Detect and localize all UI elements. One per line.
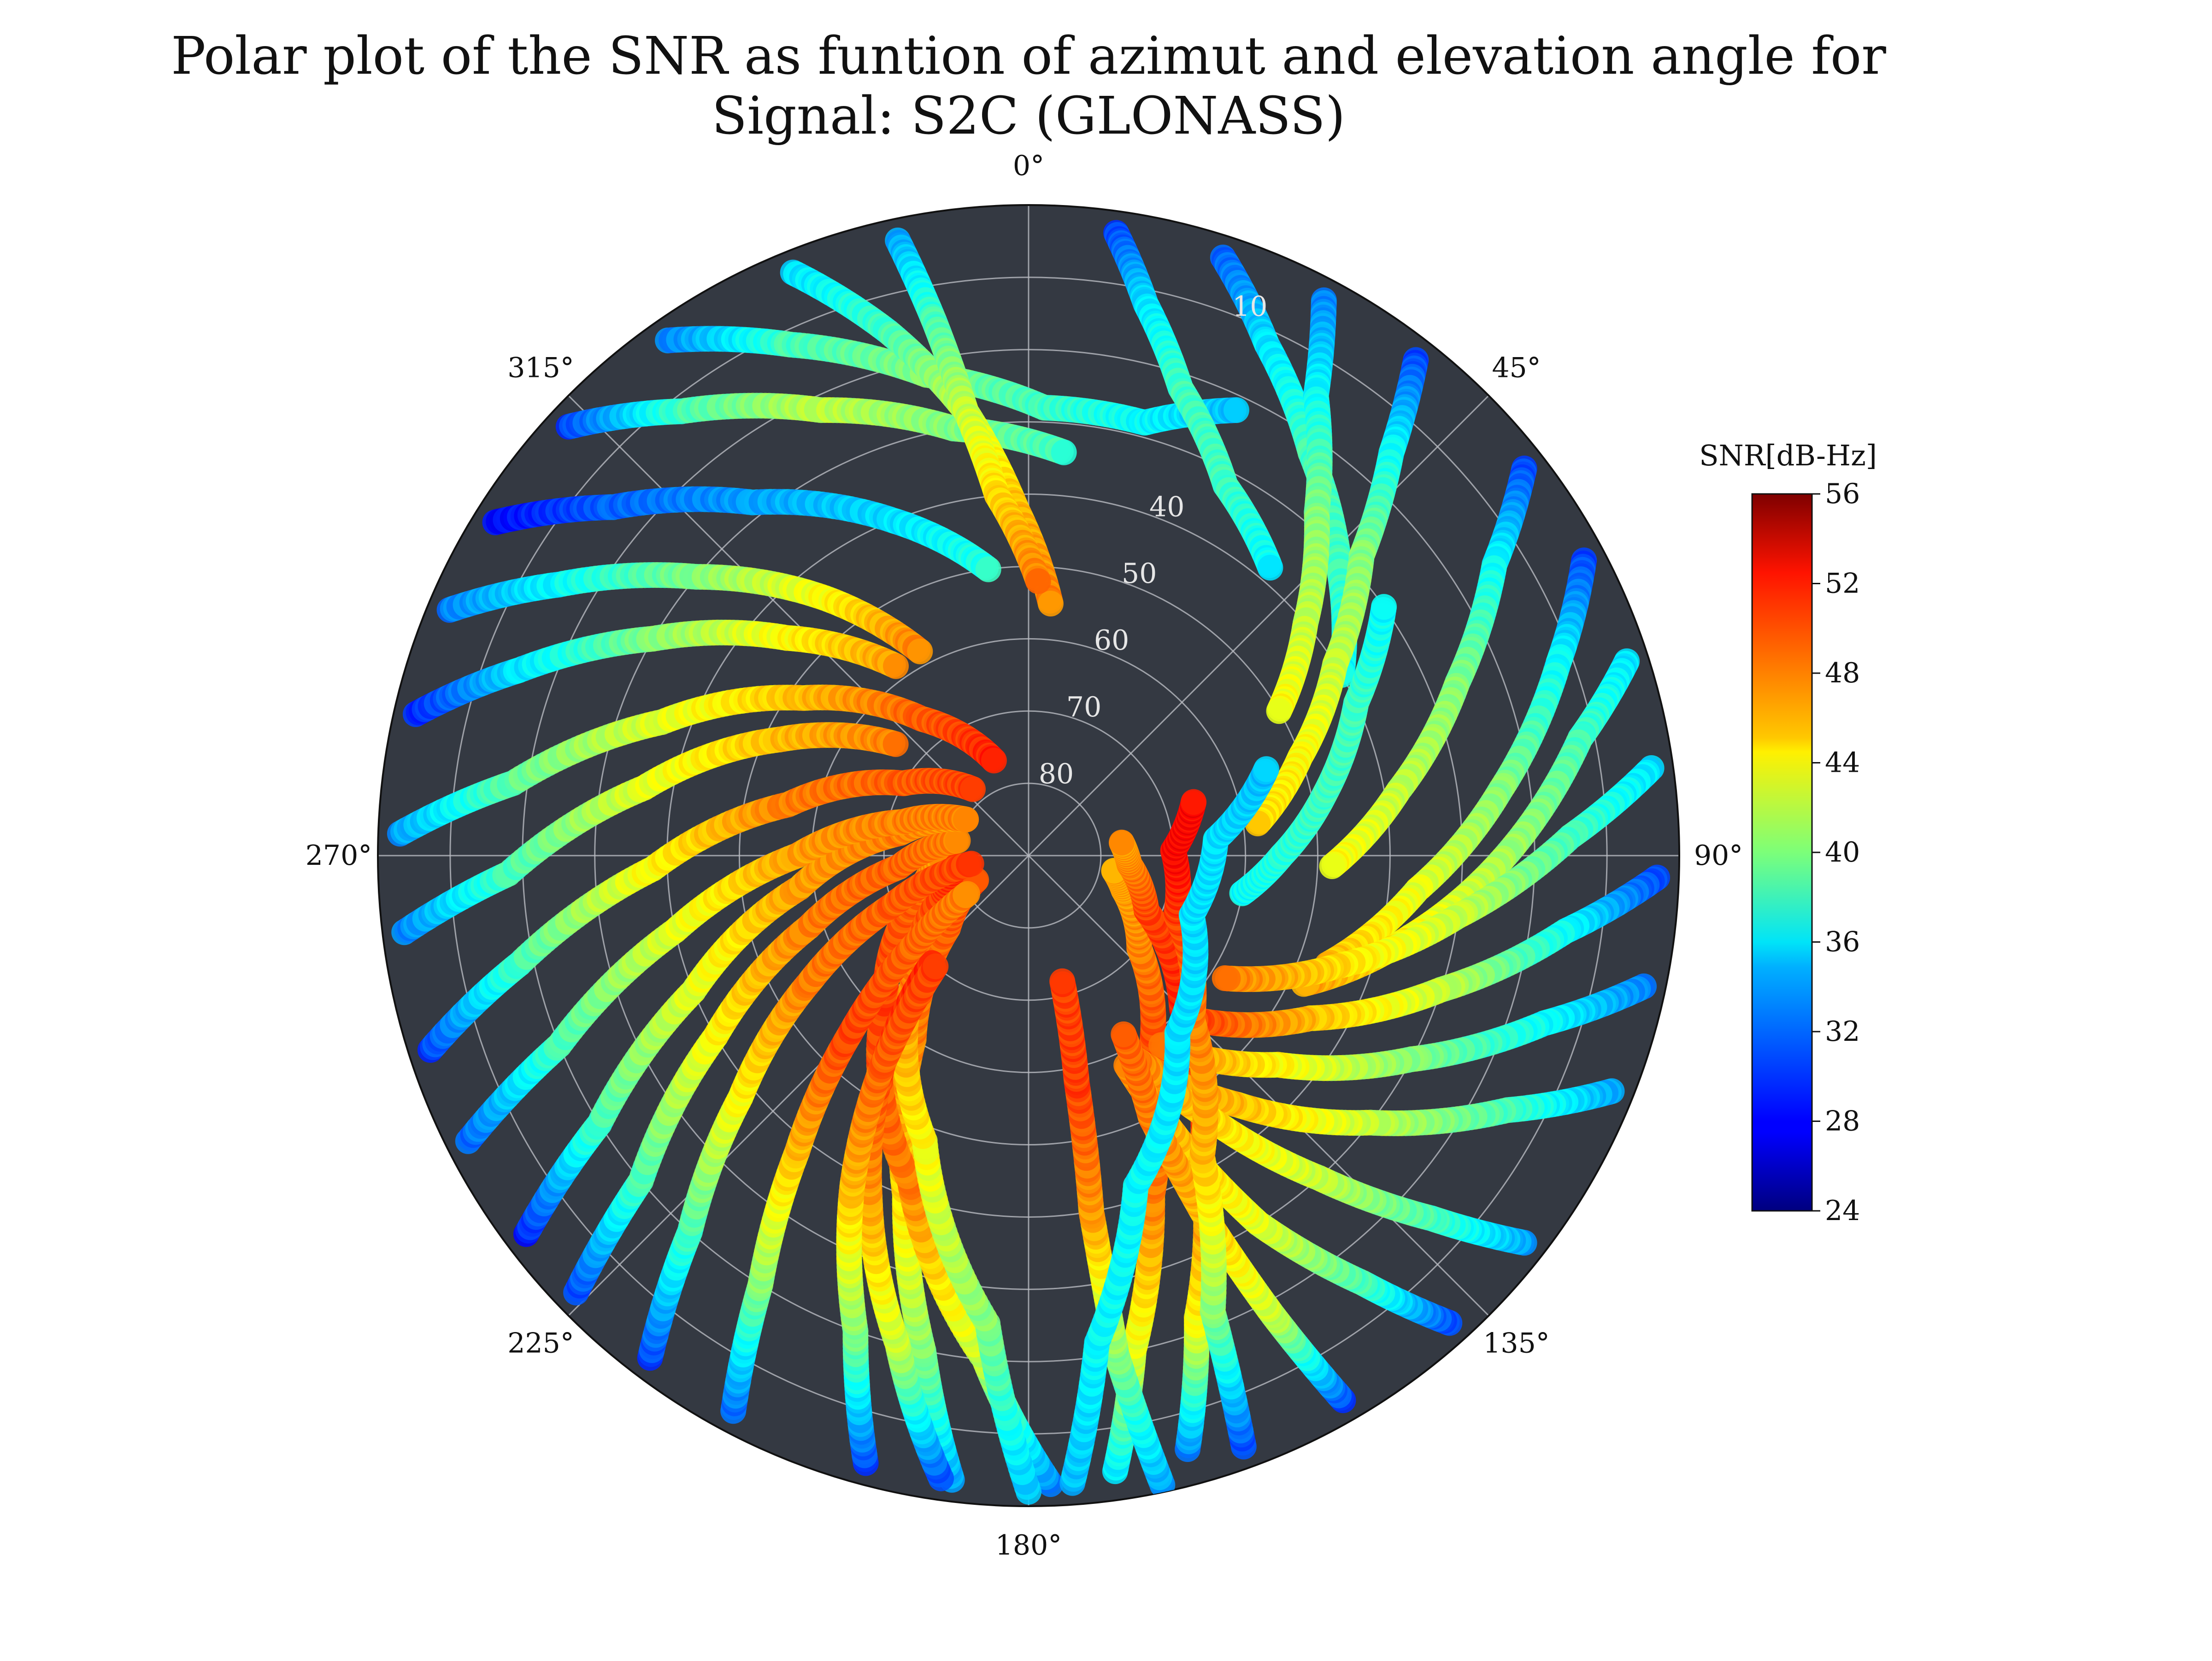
- chart-title-line-1: Polar plot of the SNR as funtion of azim…: [171, 26, 1886, 86]
- snr-point: [1109, 830, 1135, 856]
- snr-point: [1212, 965, 1238, 991]
- snr-point: [883, 731, 909, 757]
- chart-title-line-2: Signal: S2C (GLONASS): [712, 86, 1345, 146]
- snr-point: [883, 653, 909, 679]
- snr-point: [954, 881, 980, 907]
- snr-point: [1049, 968, 1075, 994]
- snr-point: [953, 807, 979, 833]
- snr-point: [960, 776, 986, 802]
- snr-point: [976, 557, 1001, 582]
- snr-point: [1266, 698, 1292, 724]
- snr-point: [907, 639, 933, 664]
- snr-point: [959, 851, 984, 877]
- snr-point: [1257, 555, 1283, 581]
- snr-point: [1025, 568, 1051, 594]
- snr-point: [981, 748, 1007, 774]
- snr-point: [923, 953, 948, 979]
- snr-point: [1038, 591, 1064, 616]
- snr-point: [1319, 853, 1345, 879]
- snr-point: [1224, 397, 1249, 423]
- snr-point: [1051, 440, 1077, 465]
